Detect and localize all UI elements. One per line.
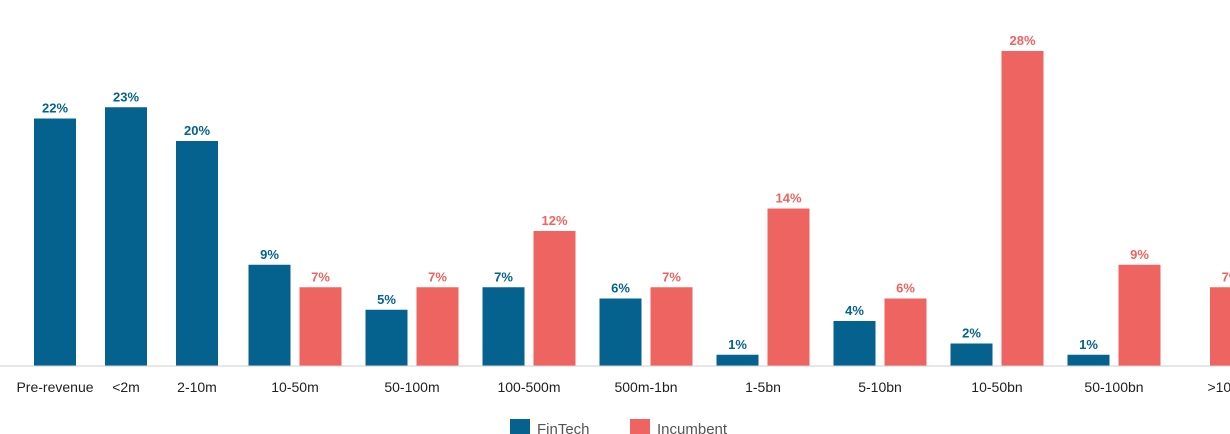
bar-incumbent-6 [650, 287, 693, 366]
bar-incumbent-4 [416, 287, 459, 366]
bars-group: 22% 23% 20% 9% 7% 5% 7% 7% 12% 6% 7% 1% 14% 4% 6% 2% 28%… [34, 33, 1230, 366]
data-label-fintech-3: 9% [260, 247, 279, 262]
x-tick-label-10-50bn: 10-50bn [971, 379, 1022, 395]
data-label-fintech-8: 4% [845, 303, 864, 318]
bar-fintech-4 [365, 309, 408, 366]
bar-incumbent-10 [1118, 264, 1161, 366]
data-label-incumbent-8: 6% [896, 281, 915, 296]
bar-fintech-8 [833, 321, 876, 366]
bar-incumbent-9 [1001, 51, 1044, 366]
bar-fintech-6 [599, 298, 642, 366]
bar-fintech-10 [1067, 354, 1110, 366]
bar-fintech-3 [248, 264, 291, 366]
bar-fintech-7 [716, 354, 759, 366]
data-label-fintech-5: 7% [494, 269, 513, 284]
legend-label-fintech: FinTech [537, 421, 590, 434]
x-axis-tick-labels: Pre-revenue <2m 2-10m 10-50m 50-100m 100-500m… [16, 379, 1230, 395]
data-label-incumbent-4: 7% [428, 269, 447, 284]
data-label-incumbent-5: 12% [541, 213, 567, 228]
legend: FinTech Incumbent [510, 419, 728, 434]
legend-swatch-fintech [510, 419, 530, 434]
x-tick-label-1-5bn: 1-5bn [745, 379, 781, 395]
bar-fintech-5 [482, 287, 525, 366]
data-label-incumbent-10: 9% [1130, 247, 1149, 262]
bar-fintech-2 [176, 141, 218, 366]
data-label-incumbent-9: 28% [1009, 33, 1035, 48]
bar-fintech-9 [950, 343, 993, 366]
x-tick-label-2-10m: 2-10m [177, 379, 217, 395]
bar-fintech-0 [34, 118, 76, 366]
bar-fintech-1 [105, 107, 147, 366]
x-tick-label-pre-revenue: Pre-revenue [16, 379, 93, 395]
legend-label-incumbent: Incumbent [657, 421, 728, 434]
x-tick-label-10-50m: 10-50m [271, 379, 318, 395]
data-label-fintech-7: 1% [728, 337, 747, 352]
data-label-fintech-2: 20% [184, 123, 210, 138]
data-label-fintech-9: 2% [962, 326, 981, 341]
data-label-incumbent-6: 7% [662, 269, 681, 284]
data-label-fintech-10: 1% [1079, 337, 1098, 352]
data-label-fintech-1: 23% [113, 89, 139, 104]
bar-incumbent-11 [1210, 287, 1230, 366]
bar-incumbent-8 [884, 298, 927, 366]
data-label-incumbent-3: 7% [311, 269, 330, 284]
x-tick-label-50-100m: 50-100m [384, 379, 439, 395]
data-label-incumbent-7: 14% [775, 191, 801, 206]
data-label-fintech-6: 6% [611, 281, 630, 296]
data-label-fintech-4: 5% [377, 292, 396, 307]
data-label-incumbent-11: 7% [1222, 269, 1230, 284]
x-tick-label-500m-1bn: 500m-1bn [614, 379, 677, 395]
data-label-fintech-0: 22% [42, 101, 68, 116]
x-tick-label-2m: <2m [112, 379, 140, 395]
x-tick-label-100-500m: 100-500m [497, 379, 560, 395]
x-tick-label-100bn: >100bn [1207, 379, 1230, 395]
x-tick-label-5-10bn: 5-10bn [858, 379, 902, 395]
bar-incumbent-3 [299, 287, 342, 366]
bar-incumbent-5 [533, 231, 576, 366]
bar-incumbent-7 [767, 208, 810, 366]
x-tick-label-50-100bn: 50-100bn [1084, 379, 1143, 395]
legend-swatch-incumbent [630, 419, 650, 434]
